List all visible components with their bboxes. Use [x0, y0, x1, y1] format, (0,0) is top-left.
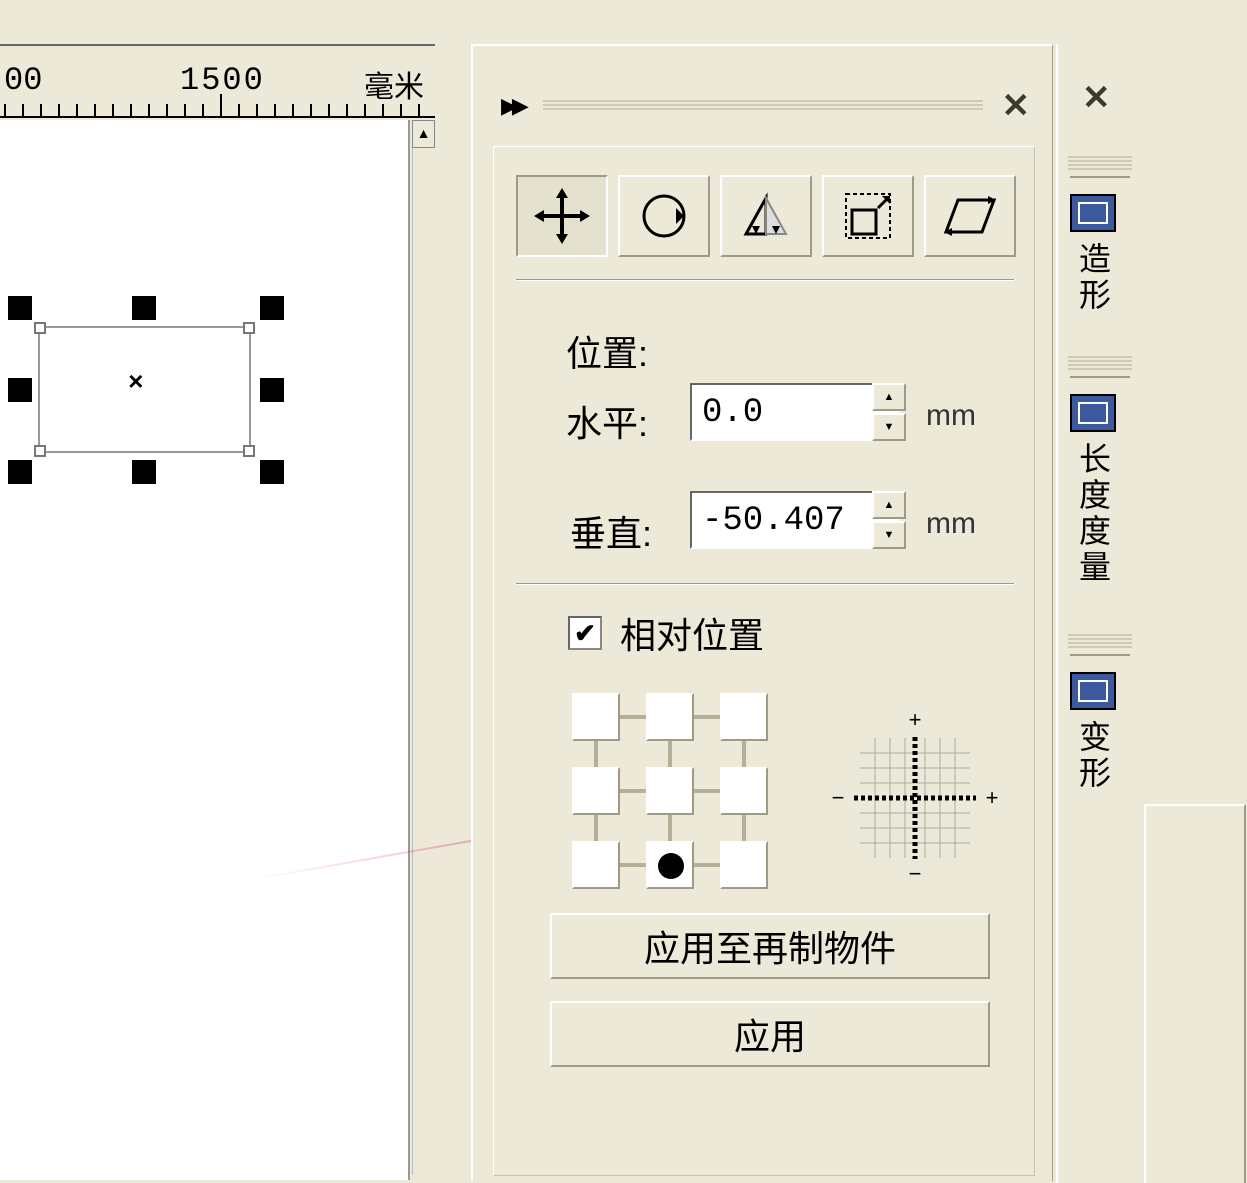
docker-transform-label: 变形: [1070, 720, 1116, 792]
transform-panel: ▶▶ ✕: [471, 44, 1053, 1181]
svg-text:−: −: [832, 785, 845, 810]
label-vertical: 垂直:: [570, 505, 652, 557]
docker-shaping-label: 造形: [1070, 242, 1116, 314]
canvas[interactable]: [0, 120, 410, 1180]
spinner-up-icon[interactable]: ▲: [872, 491, 906, 519]
unit-v: mm: [926, 507, 976, 541]
svg-text:+: +: [909, 713, 922, 732]
docker-sep-3: [1068, 634, 1132, 648]
anchor-mc[interactable]: [646, 767, 694, 815]
anchor-bl[interactable]: [572, 841, 620, 889]
rect-node-tl[interactable]: [34, 322, 46, 334]
selection-handle-mr[interactable]: [260, 378, 284, 402]
anchor-grid[interactable]: [572, 693, 768, 889]
relative-label: 相对位置: [620, 607, 764, 659]
relative-checkbox[interactable]: ✔: [568, 616, 602, 650]
tab-rotate[interactable]: [618, 175, 710, 257]
selection-handle-tr[interactable]: [260, 296, 284, 320]
anchor-mr[interactable]: [720, 767, 768, 815]
anchor-selected-icon: [658, 853, 684, 879]
anchor-tc[interactable]: [646, 693, 694, 741]
spinner-down-icon[interactable]: ▼: [872, 521, 906, 549]
selection-handle-tl[interactable]: [8, 296, 32, 320]
tab-scale[interactable]: [720, 175, 812, 257]
selection-center-icon: ×: [128, 368, 144, 398]
svg-text:−: −: [909, 861, 922, 883]
axis-preview-icon: + − − +: [830, 713, 1000, 883]
label-position: 位置:: [566, 325, 648, 377]
input-vertical[interactable]: -50.407: [690, 491, 900, 549]
rect-node-br[interactable]: [243, 445, 255, 457]
vscroll-track[interactable]: [412, 120, 435, 1175]
size-icon: [838, 186, 898, 246]
selected-rectangle[interactable]: [38, 326, 251, 453]
anchor-center-ring-icon: [654, 775, 686, 807]
panel-body: 位置: 水平: 垂直: 0.0 ▲ ▼ mm -50.407 ▲ ▼ mm ✔ …: [493, 146, 1035, 1176]
canvas-area: 00 1500 毫米 ×: [0, 0, 470, 1183]
spinner-up-icon[interactable]: ▲: [872, 383, 906, 411]
docker-dimension-icon: [1070, 394, 1116, 432]
docker-panel-edge: [1144, 804, 1246, 1183]
move-icon: [532, 186, 592, 246]
selection-handle-br[interactable]: [260, 460, 284, 484]
selection-handle-tc[interactable]: [132, 296, 156, 320]
separator-1: [516, 279, 1014, 281]
selection-handle-bl[interactable]: [8, 460, 32, 484]
panel-titlebar[interactable]: ▶▶ ✕: [473, 76, 1052, 130]
docker-item-transform[interactable]: 变形: [1070, 654, 1130, 792]
anchor-bc[interactable]: [646, 841, 694, 889]
transform-tab-row: [516, 175, 1016, 257]
tab-size[interactable]: [822, 175, 914, 257]
anchor-br[interactable]: [720, 841, 768, 889]
unit-h: mm: [926, 399, 976, 433]
rect-node-bl[interactable]: [34, 445, 46, 457]
docker-item-dimension[interactable]: 长度度量: [1070, 376, 1130, 586]
spinner-vertical[interactable]: ▲ ▼: [872, 491, 906, 549]
selection-handle-ml[interactable]: [8, 378, 32, 402]
panel-expand-icon[interactable]: ▶▶: [501, 94, 523, 120]
ruler-top-border: [0, 44, 435, 46]
docker-sep-2: [1068, 356, 1132, 370]
relative-checkbox-row[interactable]: ✔ 相对位置: [568, 607, 764, 659]
scale-mirror-icon: [736, 186, 796, 246]
docker-sep-1: [1068, 156, 1132, 170]
docker-transform-icon: [1070, 672, 1116, 710]
skew-icon: [940, 186, 1000, 246]
spinner-horizontal[interactable]: ▲ ▼: [872, 383, 906, 441]
rotate-icon: [634, 186, 694, 246]
apply-to-duplicate-label: 应用至再制物件: [644, 920, 896, 972]
rect-node-tr[interactable]: [243, 322, 255, 334]
ruler-bottom-line: [0, 116, 435, 118]
svg-text:+: +: [986, 785, 999, 810]
panel-grip[interactable]: [543, 100, 983, 110]
docker-strip: ✕ 造形 长度度量 变形: [1056, 44, 1246, 1183]
vscroll-up-button[interactable]: [412, 120, 435, 148]
anchor-tr[interactable]: [720, 693, 768, 741]
apply-label: 应用: [734, 1008, 806, 1060]
anchor-ml[interactable]: [572, 767, 620, 815]
docker-dimension-label: 长度度量: [1070, 442, 1116, 586]
docker-shaping-icon: [1070, 194, 1116, 232]
anchor-tl[interactable]: [572, 693, 620, 741]
apply-button[interactable]: 应用: [550, 1001, 990, 1067]
tab-skew[interactable]: [924, 175, 1016, 257]
tab-position[interactable]: [516, 175, 608, 257]
docker-item-shaping[interactable]: 造形: [1070, 176, 1130, 314]
panel-close-icon[interactable]: ✕: [1002, 86, 1031, 126]
ruler-ticks: [0, 94, 435, 116]
docker-close-icon[interactable]: ✕: [1082, 78, 1111, 118]
input-horizontal[interactable]: 0.0: [690, 383, 900, 441]
label-horizontal: 水平:: [566, 395, 648, 447]
apply-to-duplicate-button[interactable]: 应用至再制物件: [550, 913, 990, 979]
selection-handle-bc[interactable]: [132, 460, 156, 484]
spinner-down-icon[interactable]: ▼: [872, 413, 906, 441]
separator-2: [516, 583, 1014, 585]
